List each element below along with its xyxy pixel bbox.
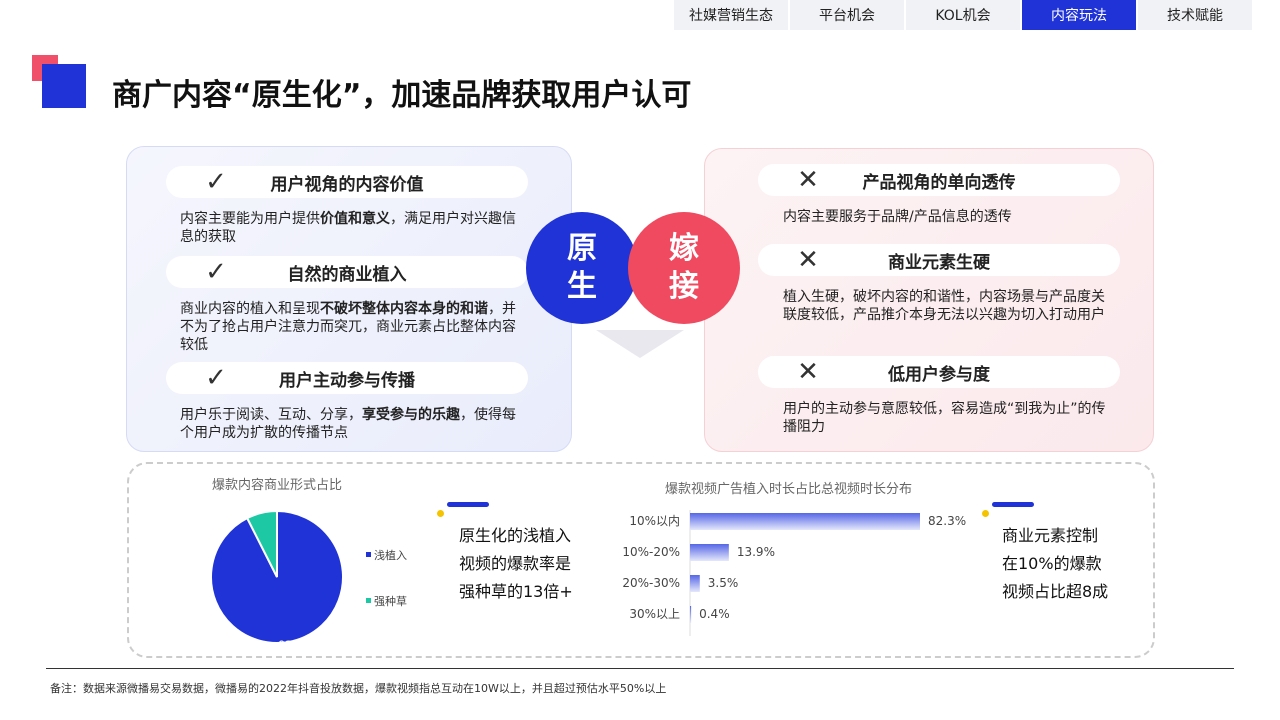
bar-value-label: 3.5%	[708, 576, 738, 590]
native-item-heading: ✓ 自然的商业植入	[166, 256, 528, 288]
divider	[46, 668, 1234, 669]
bullet-dot	[982, 510, 989, 517]
legend-swatch	[366, 552, 371, 557]
graft-item-heading: ✕ 低用户参与度	[758, 356, 1120, 388]
graft-item-desc: 内容主要服务于品牌/产品信息的透传	[783, 209, 1012, 225]
tab-tech[interactable]: 技术赋能	[1138, 0, 1252, 30]
graft-item-desc: 用户的主动参与意愿较低，容易造成“到我为止”的传播阻力	[783, 401, 1106, 435]
graft-item-heading: ✕ 商业元素生硬	[758, 244, 1120, 276]
native-item-desc: 内容主要能为用户提供价值和意义，满足用户对兴趣信息的获取	[180, 211, 516, 245]
accent-bar	[992, 502, 1034, 507]
bar-value-label: 82.3%	[928, 514, 966, 528]
check-icon: ✓	[205, 257, 227, 287]
check-icon: ✓	[205, 363, 227, 393]
bar-category: 10%-20%	[622, 545, 680, 559]
native-item-desc: 商业内容的植入和呈现不破坏整体内容本身的和谐，并不为了抢占用户注意力而突兀，商业…	[180, 301, 516, 353]
native-item-desc: 用户乐于阅读、互动、分享，享受参与的乐趣，使得每个用户成为扩散的传播节点	[180, 407, 516, 441]
bar-value-label: 13.9%	[737, 545, 775, 559]
graft-item-desc: 植入生硬，破坏内容的和谐性，内容场景与产品度关联度较低，产品推介本身无法以兴趣为…	[783, 289, 1105, 323]
bar-1	[690, 544, 729, 561]
native-item-heading: ✓ 用户主动参与传播	[166, 362, 528, 394]
native-circle: 原生	[526, 212, 638, 324]
bullet-dot	[437, 510, 444, 517]
arrow-down-icon	[596, 330, 684, 358]
footnote: 备注：数据来源微播易交易数据，微播易的2022年抖音投放数据，爆款视频指总互动在…	[50, 682, 667, 695]
bar-category: 20%-30%	[622, 576, 680, 590]
tab-content[interactable]: 内容玩法	[1022, 0, 1136, 30]
cross-icon: ✕	[797, 357, 819, 387]
graft-item-heading: ✕ 产品视角的单向透传	[758, 164, 1120, 196]
data-section	[127, 462, 1155, 658]
tab-platform[interactable]: 平台机会	[790, 0, 904, 30]
pie-slice-1	[245, 509, 278, 578]
graft-panel	[704, 148, 1154, 452]
cross-icon: ✕	[797, 165, 819, 195]
insight-text-1: 原生化的浅植入视频的爆款率是强种草的13倍+	[459, 526, 573, 601]
legend-label: 浅植入	[374, 548, 407, 562]
bar-value-label: 0.4%	[699, 607, 730, 621]
tab-kol[interactable]: KOL机会	[906, 0, 1020, 30]
legend-label: 强种草	[374, 594, 407, 608]
bar-chart: 10%以内 82.3% 10%-20% 13.9% 20%-30% 3.5% 30%以上 0.…	[622, 510, 966, 636]
cross-icon: ✕	[797, 245, 819, 275]
graft-circle: 嫁接	[628, 212, 740, 324]
pie-label: 7.46%	[248, 500, 283, 512]
top-nav: 社媒营销生态 平台机会 KOL机会 内容玩法 技术赋能	[672, 0, 1252, 30]
tab-ecosystem[interactable]: 社媒营销生态	[674, 0, 788, 30]
pie-label: 92.54%	[278, 638, 320, 650]
legend-swatch	[366, 598, 371, 603]
insight-text-2: 商业元素控制在10%的爆款视频占比超8成	[1002, 526, 1109, 601]
pie-chart: 92.54% 浅植入 7.46% 强种草	[210, 500, 407, 650]
accent-bar	[447, 502, 489, 507]
pie-title: 爆款内容商业形式占比	[212, 478, 343, 493]
bar-2	[690, 575, 700, 592]
bar-3	[690, 606, 692, 623]
bar-category: 30%以上	[629, 607, 680, 621]
bar-category: 10%以内	[629, 514, 680, 528]
decor-square	[42, 64, 86, 108]
page-title: 商广内容“原生化”，加速品牌获取用户认可	[112, 78, 692, 113]
bar-0	[690, 513, 920, 530]
check-icon: ✓	[205, 167, 227, 197]
bar-title: 爆款视频广告植入时长占比总视频时长分布	[665, 482, 913, 497]
native-item-heading: ✓ 用户视角的内容价值	[166, 166, 528, 198]
